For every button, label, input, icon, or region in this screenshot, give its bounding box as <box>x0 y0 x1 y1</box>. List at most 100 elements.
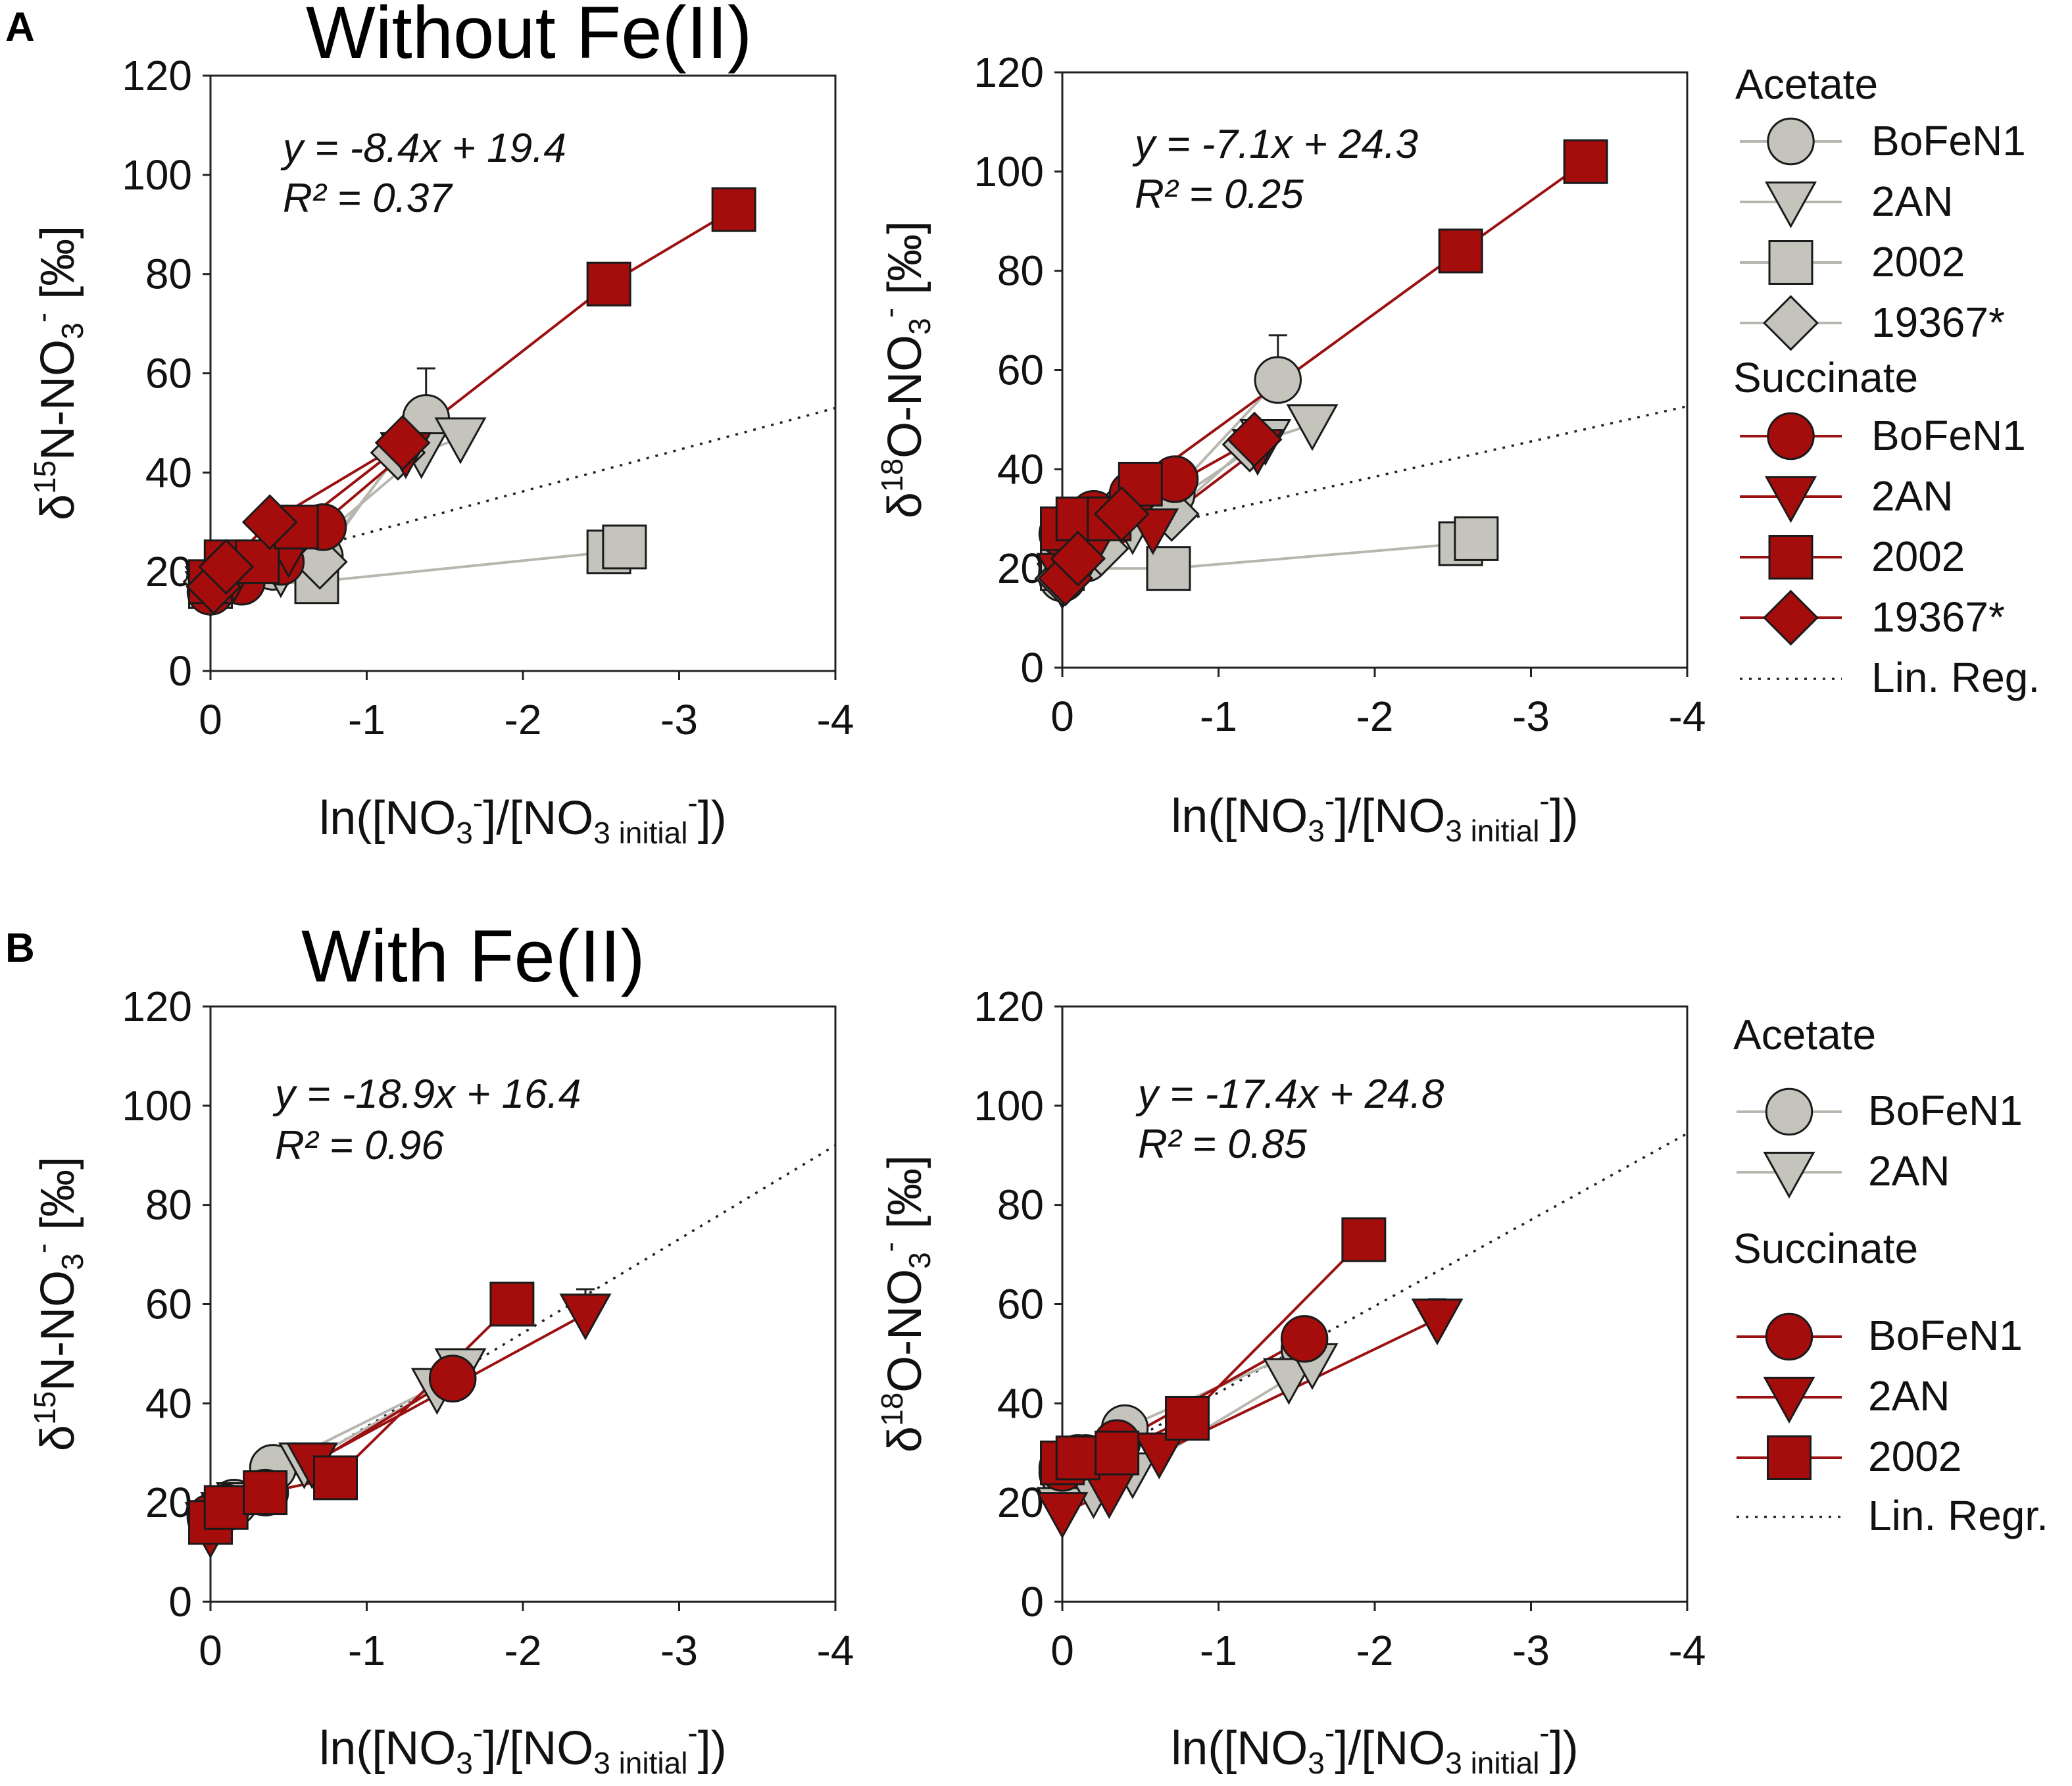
panel-a-label: A <box>5 5 35 50</box>
legend-item-label: 2002 <box>1871 238 1965 285</box>
legend-item-label: BoFeN1 <box>1871 117 2026 164</box>
y-tick-labels: 0 20 40 60 80 100 120 <box>974 49 1062 691</box>
legend-marker <box>1763 589 1819 646</box>
data-point <box>1226 411 1283 468</box>
data-point <box>586 261 631 307</box>
chart-b-oxygen: 0 20 40 60 80 100 120 0 -1 -2 -3 -4 y = -17.4x + 2… <box>872 983 1706 1780</box>
legend-item-label: BoFeN1 <box>1868 1312 2023 1359</box>
y-tick-label: 40 <box>145 1379 192 1427</box>
x-tick-label: -2 <box>1356 1627 1394 1674</box>
legend-item-label: BoFeN1 <box>1871 412 2026 459</box>
data-point <box>1341 1217 1387 1262</box>
data-layer <box>1034 139 1688 610</box>
y-tick-label: 120 <box>974 983 1044 1030</box>
y-tick-label: 60 <box>145 350 192 397</box>
y-tick-labels: 0 20 40 60 80 100 120 <box>122 983 210 1625</box>
legend-item-label: 19367* <box>1871 299 2005 346</box>
r-squared: R² = 0.37 <box>283 176 453 221</box>
y-tick-label: 40 <box>997 1379 1044 1427</box>
x-tick-label: -3 <box>660 1627 698 1674</box>
regression-equation: y = -18.9x + 16.4 <box>272 1072 581 1117</box>
data-point <box>711 187 756 232</box>
y-tick-label: 60 <box>997 1281 1044 1328</box>
data-point <box>1411 1299 1464 1346</box>
x-tick-labels: 0 -1 -2 -3 -4 <box>1050 668 1706 740</box>
regression-equation: y = -8.4x + 19.4 <box>280 126 566 171</box>
data-point <box>203 1485 249 1530</box>
x-axis-label: ln([NO3-]/[NO3 initial-]) <box>319 785 726 850</box>
r-squared: R² = 0.96 <box>275 1123 444 1168</box>
data-point <box>1438 228 1483 274</box>
data-point <box>313 1455 358 1501</box>
legend-marker <box>1763 295 1819 351</box>
y-tick-label: 120 <box>974 49 1044 96</box>
legend-marker <box>1765 1312 1813 1361</box>
data-point <box>1146 546 1191 591</box>
regression-equation: y = -17.4x + 24.8 <box>1135 1072 1444 1117</box>
x-axis-label: ln([NO3-]/[NO3 initial-]) <box>1171 783 1578 848</box>
legend-item-label: 19367* <box>1871 593 2005 641</box>
data-point <box>1254 356 1302 404</box>
x-tick-label: -2 <box>1356 693 1394 740</box>
data-point <box>1093 485 1150 542</box>
data-point <box>1280 1315 1329 1363</box>
legend-group-succinate: Succinate <box>1733 1225 1918 1272</box>
legend-item-label: 2AN <box>1871 178 1954 225</box>
legend-group-acetate: Acetate <box>1735 61 1878 108</box>
y-tick-label: 20 <box>145 548 192 595</box>
x-tick-label: 0 <box>1050 1627 1074 1674</box>
y-tick-label: 0 <box>1020 644 1044 691</box>
x-axis-label: ln([NO3-]/[NO3 initial-]) <box>1171 1716 1578 1780</box>
y-axis-label: δ15N-NO3- [‰] <box>25 1156 89 1451</box>
data-point <box>434 417 487 464</box>
r-squared: R² = 0.25 <box>1135 172 1304 217</box>
data-point <box>428 1354 477 1402</box>
legend-b: Acetate BoFeN1 2AN Succinate BoFeN1 2AN … <box>1733 1011 2048 1539</box>
y-tick-labels: 0 20 40 60 80 100 120 <box>974 983 1062 1625</box>
data-point <box>1095 1430 1140 1476</box>
panel-b-label: B <box>5 926 35 971</box>
x-tick-label: -1 <box>348 1627 385 1674</box>
regression-line <box>210 407 836 576</box>
legend-marker <box>1768 535 1813 580</box>
y-tick-label: 0 <box>1020 1578 1044 1625</box>
legend-group-acetate: Acetate <box>1733 1011 1876 1058</box>
legend-item-label: Lin. Reg. <box>1871 654 2040 701</box>
x-tick-label: -4 <box>1669 1627 1706 1674</box>
x-tick-label: 0 <box>199 1627 222 1674</box>
legend-marker <box>1764 181 1817 229</box>
series-line <box>1062 537 1477 570</box>
y-tick-label: 100 <box>122 1082 192 1129</box>
y-axis-label: δ18O-NO3- [‰] <box>872 1155 937 1452</box>
data-point <box>1286 404 1339 451</box>
y-tick-label: 80 <box>145 1181 192 1229</box>
x-tick-labels: 0 -1 -2 -3 -4 <box>199 671 854 743</box>
data-point <box>1165 1395 1210 1441</box>
data-layer <box>184 1144 836 1559</box>
x-tick-label: -4 <box>1669 693 1706 740</box>
data-point <box>1262 1358 1315 1405</box>
x-tick-label: 0 <box>199 696 222 743</box>
y-tick-label: 100 <box>974 1082 1044 1129</box>
data-layer <box>1036 1132 1688 1539</box>
legend-marker <box>1767 412 1815 460</box>
regression-equation: y = -7.1x + 24.3 <box>1132 122 1418 167</box>
chart-a-nitrogen: 0 20 40 60 80 100 120 0 -1 -2 -3 -4 y = -8.4x + 19… <box>25 52 854 850</box>
x-tick-label: -1 <box>1200 693 1237 740</box>
x-tick-label: -1 <box>348 696 385 743</box>
chart-b-nitrogen: 0 20 40 60 80 100 120 0 -1 -2 -3 -4 y = -18.9x + 1… <box>25 983 854 1780</box>
y-tick-label: 60 <box>997 347 1044 394</box>
y-tick-label: 20 <box>997 1479 1044 1526</box>
data-layer <box>182 187 836 618</box>
x-tick-labels: 0 -1 -2 -3 -4 <box>1050 1602 1706 1674</box>
data-point <box>243 1470 288 1516</box>
data-point <box>1055 1435 1100 1481</box>
legend-marker <box>1765 1087 1813 1136</box>
y-tick-labels: 0 20 40 60 80 100 120 <box>122 52 210 695</box>
legend-item-label: 2002 <box>1871 533 1965 580</box>
r-squared: R² = 0.85 <box>1138 1122 1307 1167</box>
data-point <box>1133 1432 1185 1479</box>
data-point <box>602 524 647 570</box>
x-tick-label: -2 <box>505 1627 542 1674</box>
